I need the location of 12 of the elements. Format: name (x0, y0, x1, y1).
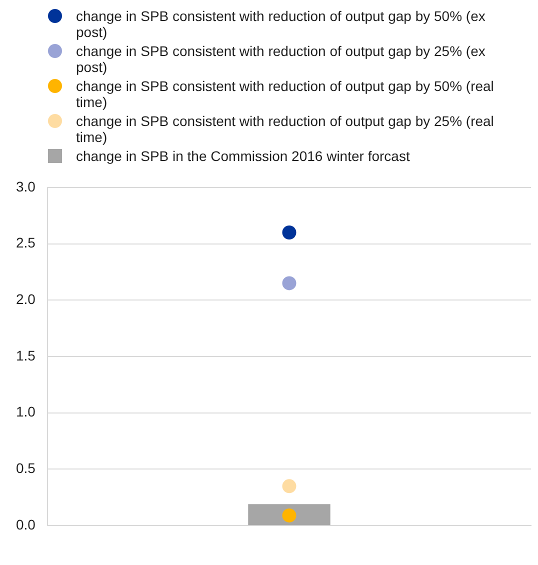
y-tick-label: 3.0 (16, 178, 36, 194)
legend-label: change in SPB consistent with reduction of output gap by 50% (ex post) (76, 8, 486, 40)
legend-label: change in SPB in the Commission 2016 winter forcast (76, 148, 411, 164)
y-tick-label: 2.5 (16, 234, 36, 251)
legend-label: change in SPB consistent with reduction of output gap by 25% (ex post) (76, 43, 486, 75)
legend-label: change in SPB consistent with reduction of output gap by 50% (real time) (76, 78, 495, 110)
y-tick-label: 1.5 (16, 347, 36, 364)
y-tick-label: 0.5 (16, 460, 36, 476)
y-tick-label: 1.0 (16, 404, 36, 420)
legend-label: change in SPB consistent with reduction of output gap by 25% (real time) (76, 113, 495, 145)
y-tick-label: 2.0 (16, 290, 36, 307)
y-tick-label: 0.0 (16, 516, 36, 532)
